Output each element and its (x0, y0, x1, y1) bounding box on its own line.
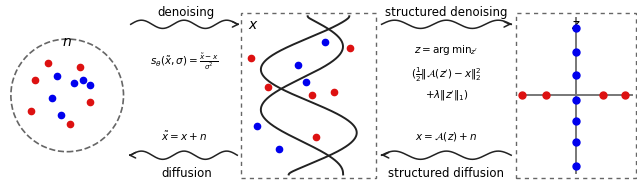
Text: $\tilde{x} = x + n$: $\tilde{x} = x + n$ (161, 130, 207, 143)
Text: $+\lambda\|z^\prime\|_1)$: $+\lambda\|z^\prime\|_1)$ (424, 88, 468, 103)
Text: structured denoising: structured denoising (385, 6, 508, 19)
Text: $z$: $z$ (572, 18, 580, 32)
Text: structured diffusion: structured diffusion (388, 166, 504, 180)
Text: $x$: $x$ (248, 18, 259, 32)
Text: diffusion: diffusion (161, 166, 212, 180)
Text: $z = \mathrm{arg\,min}_{z^\prime}$: $z = \mathrm{arg\,min}_{z^\prime}$ (414, 44, 479, 57)
Text: denoising: denoising (157, 6, 215, 19)
Text: $(\frac{1}{2}\|\mathcal{A}(z^\prime)-x\|_2^2$: $(\frac{1}{2}\|\mathcal{A}(z^\prime)-x\|… (412, 66, 481, 84)
Text: $n$: $n$ (62, 35, 72, 49)
Text: $s_\theta(\tilde{x},\sigma)=\frac{\tilde{x}-x}{\sigma^2}$: $s_\theta(\tilde{x},\sigma)=\frac{\tilde… (150, 51, 218, 72)
Text: $x = \mathcal{A}(z) + n$: $x = \mathcal{A}(z) + n$ (415, 130, 477, 143)
